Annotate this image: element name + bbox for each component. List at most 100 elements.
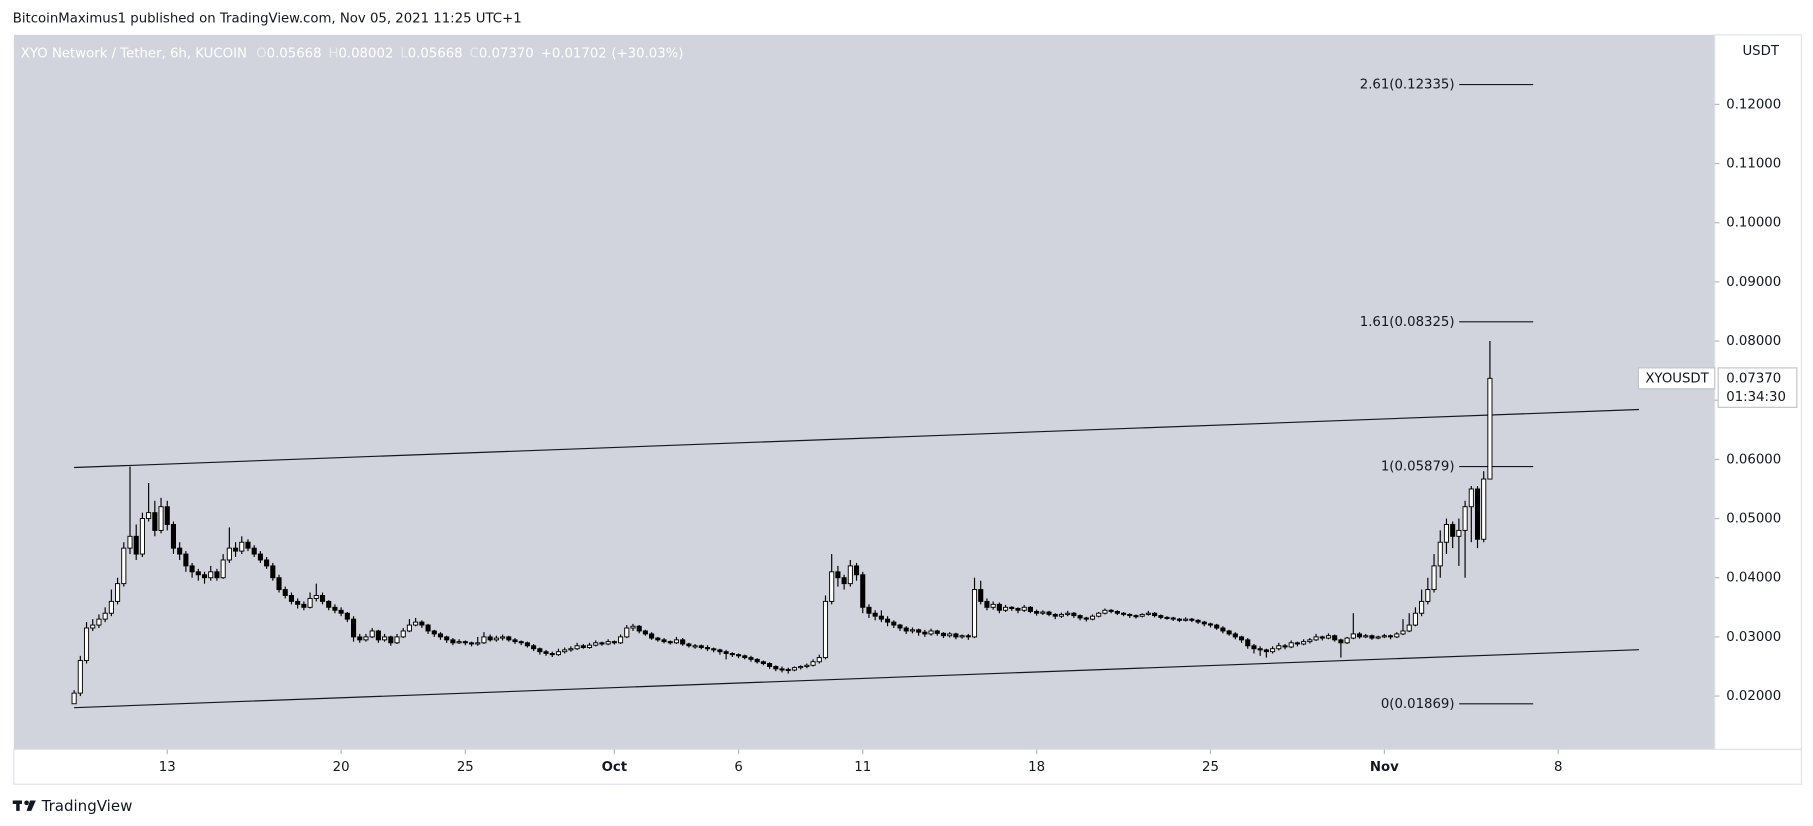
candle-body <box>1406 624 1412 632</box>
candle-body <box>307 597 313 608</box>
x-tick-label: 8 <box>1554 760 1562 775</box>
publisher-line: BitcoinMaximus1 published on TradingView… <box>13 12 522 27</box>
candle-body <box>866 606 872 614</box>
candle-body <box>170 524 177 549</box>
candle-body <box>363 636 369 641</box>
legend-letter: O <box>256 46 266 61</box>
candle-body <box>940 632 947 637</box>
candle-body <box>971 589 978 638</box>
candle-body <box>220 559 226 579</box>
price-tag <box>1717 367 1798 408</box>
candle-body <box>1089 615 1096 620</box>
x-tick-label: 25 <box>1202 760 1219 775</box>
candle-body <box>146 512 152 520</box>
candle-body <box>1145 612 1151 615</box>
y-tick-label: 0.06000 <box>1726 452 1781 467</box>
candle-body <box>760 661 766 664</box>
candle-body <box>481 636 487 644</box>
candle-body <box>636 625 642 632</box>
candle-body <box>822 600 829 659</box>
legend-value: 0.07370 <box>479 46 534 61</box>
candle-body <box>1319 636 1325 639</box>
candle-body <box>1152 612 1158 617</box>
candle-body <box>195 571 201 576</box>
candle-body <box>1083 617 1089 620</box>
candle-body <box>1301 641 1307 645</box>
candle-body <box>742 655 748 659</box>
candle-body <box>537 648 543 653</box>
candle-body <box>711 648 717 651</box>
candle-body <box>791 667 797 671</box>
candle-body <box>630 625 636 629</box>
candle-body <box>1474 488 1481 540</box>
candle-body <box>462 641 468 644</box>
candle-body <box>1332 635 1338 641</box>
candle-body <box>1077 615 1083 619</box>
candle-body <box>891 621 897 626</box>
candle-body <box>829 571 835 602</box>
candle-body <box>928 630 934 635</box>
candle-body <box>835 571 841 579</box>
candle-body <box>686 643 692 647</box>
candle-body <box>475 642 481 645</box>
candle-body <box>1468 488 1474 508</box>
candle-body <box>897 624 903 629</box>
candle-body <box>618 636 624 644</box>
candle-body <box>773 666 779 670</box>
legend-change: +0.01702 <box>541 46 607 61</box>
candle-body <box>1462 506 1468 531</box>
candle-body <box>754 658 760 663</box>
candle-body <box>605 641 611 645</box>
candle-body <box>1114 610 1120 614</box>
candle-body <box>102 612 108 620</box>
candle-body <box>189 565 195 573</box>
candle-body <box>878 615 884 620</box>
candle-body <box>1288 642 1294 648</box>
candle-body <box>1021 606 1027 611</box>
candle-body <box>990 603 996 608</box>
candle-body <box>1058 613 1064 617</box>
symbol-tag <box>1637 367 1716 390</box>
candle-body <box>922 631 928 635</box>
brand: TradingView <box>41 797 133 815</box>
plot-area <box>13 34 1715 750</box>
candle-body <box>543 651 549 654</box>
candle-body <box>729 652 735 656</box>
candle-body <box>599 642 605 645</box>
trend-line <box>74 649 1639 709</box>
ohlc-legend: XYO Network / Tether, 6h, KUCOIN O0.05668… <box>21 46 684 61</box>
fib-label: 1(0.05879) <box>1381 460 1455 475</box>
candle-body <box>692 645 698 648</box>
candle-body <box>1437 541 1443 567</box>
candle-body <box>798 666 804 669</box>
candle-body <box>369 630 375 638</box>
candle-body <box>953 633 959 638</box>
candle-body <box>1456 529 1462 537</box>
candle-body <box>1443 524 1450 543</box>
candle-body <box>1009 606 1015 609</box>
candle-body <box>996 603 1002 611</box>
legend-letter: L <box>400 46 408 61</box>
candle-body <box>810 661 816 666</box>
candle-body <box>1450 524 1456 537</box>
candle-body <box>351 618 357 638</box>
candle-body <box>680 639 686 645</box>
candle-body <box>239 541 245 552</box>
candle-body <box>1034 610 1040 614</box>
candle-body <box>1139 613 1145 617</box>
legend-change-pct: (+30.03%) <box>611 46 683 61</box>
candle-body <box>1400 630 1406 635</box>
candle-body <box>1307 639 1313 643</box>
price-tag-countdown: 01:34:30 <box>1726 390 1786 405</box>
candle-body <box>717 649 723 653</box>
candle-body <box>158 506 164 531</box>
legend-value: 0.08002 <box>338 46 393 61</box>
candle-body <box>431 630 437 635</box>
candle-body <box>1363 635 1369 638</box>
candle-body <box>276 577 282 591</box>
candle-body <box>723 651 729 654</box>
y-tick-label: 0.12000 <box>1726 97 1781 112</box>
candle-body <box>251 547 257 555</box>
candle-body <box>133 535 139 555</box>
candle-body <box>562 649 568 653</box>
